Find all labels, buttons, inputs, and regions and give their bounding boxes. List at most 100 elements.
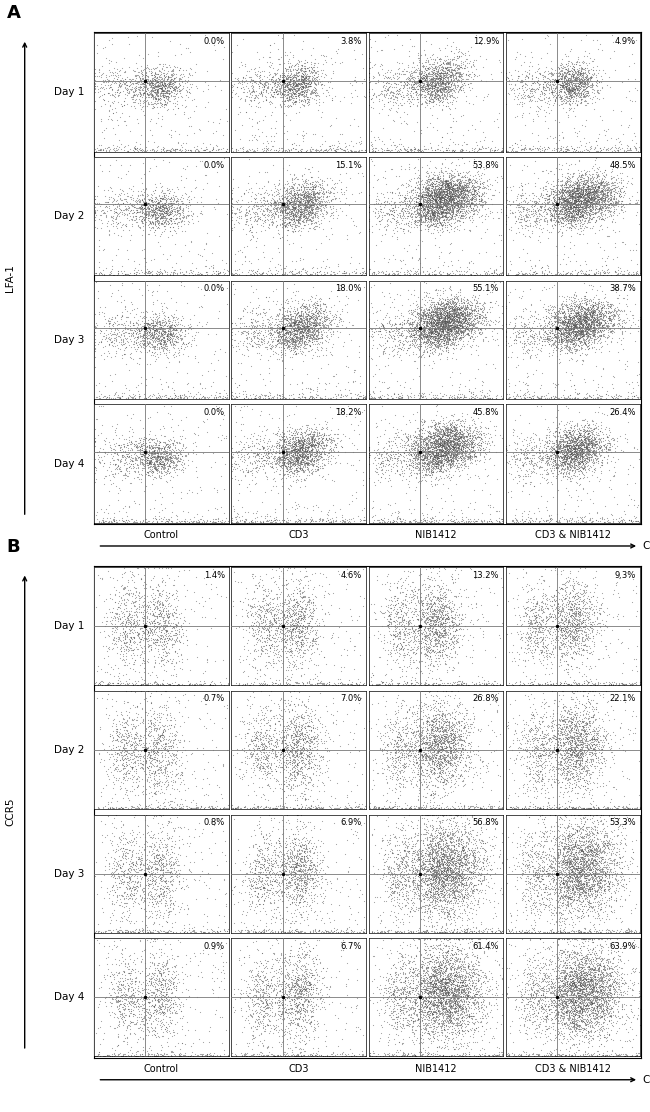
Point (296, 905, 307, 923)
Point (488, 266, 498, 284)
Point (305, 203, 315, 221)
Point (254, 974, 264, 992)
Point (324, 187, 334, 205)
Point (432, 838, 443, 856)
Point (378, 265, 388, 282)
Point (391, 771, 402, 788)
Point (411, 81, 422, 99)
Point (524, 923, 534, 941)
Point (432, 834, 442, 852)
Point (393, 676, 403, 694)
Point (250, 994, 261, 1012)
Point (578, 329, 588, 347)
Point (573, 604, 584, 622)
Point (258, 735, 268, 753)
Point (591, 726, 601, 744)
Point (442, 711, 452, 728)
Point (606, 1045, 616, 1063)
Point (420, 208, 430, 226)
Point (350, 738, 360, 756)
Point (570, 85, 580, 102)
Point (235, 421, 246, 439)
Point (458, 318, 469, 336)
Point (370, 389, 381, 407)
Point (596, 1007, 606, 1025)
Point (294, 315, 304, 332)
Point (382, 389, 393, 407)
Point (450, 887, 461, 905)
Point (289, 461, 300, 479)
Point (520, 467, 530, 485)
Point (271, 608, 281, 626)
Point (576, 941, 586, 959)
Point (593, 872, 604, 890)
Point (575, 753, 585, 771)
Point (447, 455, 458, 473)
Point (200, 575, 211, 593)
Point (119, 729, 129, 747)
Point (364, 438, 374, 456)
Point (233, 949, 244, 966)
Point (285, 70, 295, 88)
Point (573, 989, 584, 1006)
Point (166, 67, 177, 85)
Point (600, 420, 610, 438)
Point (414, 923, 424, 941)
Point (150, 207, 161, 225)
Point (447, 721, 457, 738)
Point (572, 417, 582, 435)
Point (567, 862, 577, 880)
Point (399, 311, 410, 329)
Point (119, 862, 129, 880)
Point (143, 319, 153, 337)
Point (435, 92, 445, 110)
Point (302, 324, 313, 341)
Point (442, 205, 452, 222)
Point (567, 165, 578, 182)
Point (575, 848, 586, 866)
Point (159, 315, 170, 332)
Point (463, 41, 473, 59)
Point (435, 884, 445, 902)
Point (584, 325, 594, 342)
Point (564, 852, 575, 870)
Point (183, 211, 193, 229)
Point (566, 745, 577, 763)
Point (410, 140, 421, 158)
Point (607, 806, 618, 824)
Point (453, 182, 463, 200)
Point (478, 757, 488, 775)
Point (522, 605, 532, 623)
Point (580, 252, 590, 270)
Point (580, 981, 591, 999)
Point (411, 185, 421, 202)
Point (582, 930, 593, 947)
Point (403, 90, 413, 108)
Point (545, 199, 555, 217)
Point (412, 326, 423, 344)
Point (447, 180, 457, 198)
Point (229, 758, 240, 776)
Point (578, 314, 588, 331)
Point (151, 1002, 162, 1020)
Point (581, 986, 592, 1004)
Point (426, 886, 436, 904)
Point (371, 236, 382, 254)
Point (585, 921, 595, 939)
Point (252, 200, 262, 218)
Point (248, 513, 259, 530)
Point (571, 907, 582, 925)
Point (579, 979, 590, 996)
Point (575, 776, 586, 794)
Point (282, 199, 293, 217)
Point (578, 182, 588, 200)
Point (302, 893, 313, 911)
Point (572, 450, 582, 468)
Point (162, 88, 173, 106)
Point (161, 676, 171, 694)
Point (450, 193, 460, 211)
Point (251, 238, 261, 256)
Point (304, 758, 315, 776)
Point (436, 1000, 447, 1017)
Point (575, 974, 586, 992)
